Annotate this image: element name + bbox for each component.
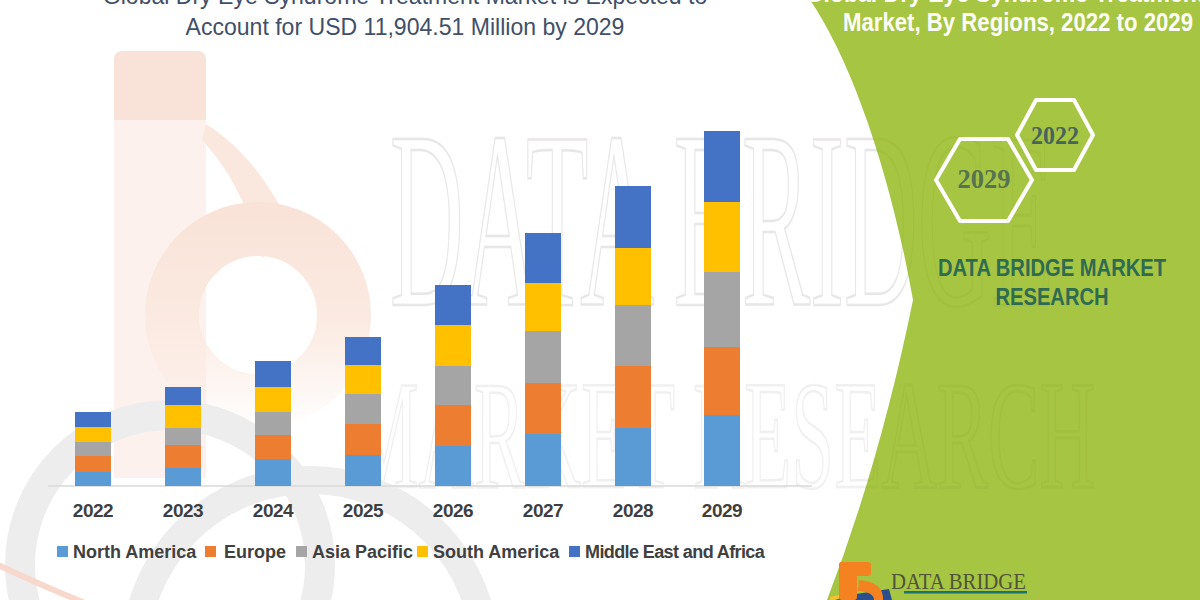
- svg-text:DATA BRIDGE: DATA BRIDGE: [891, 568, 1026, 594]
